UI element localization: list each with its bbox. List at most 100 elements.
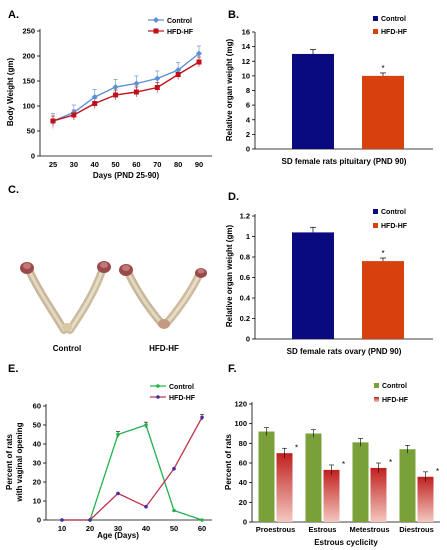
panel-d-y-tick-label: 0.8 — [240, 253, 250, 262]
panel-b-x-label: SD female rats pituitary (PND 90) — [282, 157, 407, 166]
panel-f-hfd-bar — [370, 467, 387, 522]
panel-a-x-tick-label: 50 — [111, 160, 119, 169]
panel-e-hfd-point — [144, 504, 148, 509]
panel-f-hfd-bar — [323, 469, 340, 522]
panel-e-y-tick-label: 10 — [33, 497, 41, 506]
panel-e-control-point — [200, 518, 204, 522]
panel-e-control-point — [144, 423, 148, 427]
panel-a-x-tick-label: 25 — [49, 160, 57, 169]
panel-e-x-tick-label: 20 — [86, 524, 94, 533]
panel-e-y-tick-label: 50 — [33, 421, 41, 430]
panel-a-legend-control-marker — [153, 17, 159, 23]
panel-a-hfd-point — [50, 118, 56, 124]
panel-f-y-tick-label: 80 — [239, 439, 247, 448]
panel-a-hfd-line — [52, 61, 200, 122]
panel-d-y-tick-label: 1.2 — [240, 212, 250, 221]
panel-b-significance-mark: * — [381, 64, 384, 73]
panel-f-y-tick-label: 40 — [239, 478, 247, 487]
panel-b-y-tick-label: 8 — [246, 86, 250, 95]
panel-e-legend: Control HFD-HF — [150, 384, 196, 402]
panel-a-hfd-point — [175, 72, 181, 77]
panel-f-significance-mark: * — [436, 467, 439, 476]
panel-e-control-point — [172, 508, 176, 513]
panel-d-legend-hfd-swatch — [373, 223, 378, 228]
panel-d-control-bar — [292, 232, 334, 339]
panel-d-y-tick-label: 1 — [246, 232, 250, 241]
panel-d-y-label: Relative organ weight (gm) — [225, 225, 234, 328]
panel-f-legend-hfd: HFD-HF — [382, 397, 409, 404]
panel-e-x-tick-label: 50 — [170, 524, 178, 533]
panel-f-control-bar — [258, 431, 275, 522]
panel-f-y-tick-label: 120 — [234, 400, 247, 409]
panel-a-control-line — [52, 52, 200, 122]
panel-d-legend: Control HFD-HF — [373, 209, 408, 230]
panel-f-y-tick-label: 20 — [239, 498, 247, 507]
panel-a-hfd-point — [92, 101, 98, 106]
panel-a-x-label: Days (PND 25-90) — [93, 171, 160, 180]
panel-f-significance-mark: * — [342, 460, 345, 469]
panel-d: D. 0 0.2 0.4 0.6 0.8 1 1.2 * SD female rats ov… — [225, 191, 433, 356]
panel-e-hfd-point — [172, 466, 176, 471]
panel-d-legend-control: Control — [381, 209, 406, 216]
panel-a-control-point — [196, 50, 202, 57]
panel-b-legend-hfd: HFD-HF — [381, 29, 408, 36]
panel-d-y-tick-label: 0.2 — [240, 314, 250, 323]
panel-b-y-label: Relative organ weight (mg) — [225, 39, 234, 142]
panel-e-hfd-point — [116, 491, 120, 496]
panel-a-legend-control: Control — [167, 18, 192, 25]
panel-f-x-tick-label: Proestrous — [256, 525, 296, 534]
panel-e-label: E. — [8, 363, 18, 375]
panel-f-x-tick-label: Estrous — [309, 525, 337, 534]
panel-f-control-bar — [399, 449, 416, 522]
panel-d-y-tick-label: 0.6 — [240, 273, 250, 282]
panel-a-legend: Control HFD-HF — [148, 17, 194, 36]
panel-b: B. 0 2 4 6 8 10 12 14 16 * SD female rats pituit… — [225, 9, 433, 166]
panel-a-x-tick-label: 60 — [132, 160, 140, 169]
svg-text:Percent of rats: Percent of rats — [5, 433, 14, 490]
panel-f-significance-mark: * — [295, 443, 298, 452]
panel-f-significance-mark: * — [389, 458, 392, 467]
panel-f-x-label: Estrous cyclicity — [314, 538, 378, 547]
panel-e-legend-hfd: HFD-HF — [169, 395, 196, 402]
panel-e-x-tick-label: 10 — [58, 524, 66, 533]
panel-a-hfd-point — [71, 112, 77, 118]
panel-e-x-tick-label: 60 — [198, 524, 206, 533]
panel-d-x-label: SD female rats ovary (PND 90) — [287, 347, 402, 356]
panel-a-control-point — [112, 84, 119, 90]
panel-e-hfd-point — [200, 415, 204, 420]
hfd-ovary-tract-image — [119, 264, 207, 329]
panel-f-y-tick-label: 60 — [239, 459, 247, 468]
panel-b-y-tick-label: 2 — [246, 130, 250, 139]
panel-a-y-tick-label: 250 — [22, 27, 35, 36]
panel-a-y-tick-label: 50 — [27, 127, 35, 136]
panel-b-legend: Control HFD-HF — [373, 16, 408, 36]
panel-e-control-point — [116, 432, 120, 437]
panel-a-legend-hfd: HFD-HF — [167, 29, 194, 36]
panel-e-y-tick-label: 20 — [33, 478, 41, 487]
panel-b-y-tick-label: 6 — [246, 101, 250, 110]
panel-f-control-bar — [305, 433, 322, 522]
panel-f-y-label: Percent of rats — [224, 433, 233, 490]
panel-d-y-tick-label: 0 — [246, 335, 250, 344]
panel-b-y-tick-label: 4 — [246, 115, 251, 124]
panel-b-legend-control: Control — [381, 16, 406, 23]
panel-d-hfd-bar — [362, 261, 404, 339]
panel-e-x-tick-label: 40 — [142, 524, 150, 533]
panel-b-y-tick-label: 0 — [246, 145, 250, 154]
panel-f-control-bar — [352, 442, 369, 522]
panel-a-control-point — [154, 75, 161, 82]
panel-a-x-tick-label: 80 — [174, 160, 182, 169]
panel-a-y-tick-label: 150 — [22, 77, 35, 86]
photo-caption-control: Control — [53, 344, 81, 353]
panel-a-hfd-point — [196, 59, 202, 65]
panel-e-y-label: Percent of rats with vaginal opening — [5, 422, 24, 502]
panel-e-y-tick-label: 30 — [33, 459, 41, 468]
panel-a-y-tick-label: 100 — [22, 102, 35, 111]
panel-d-significance-mark: * — [381, 249, 384, 258]
panel-a-legend-hfd-marker — [153, 28, 159, 34]
panel-f-legend-control: Control — [382, 383, 407, 390]
panel-b-hfd-bar — [362, 75, 404, 149]
panel-a-control-point — [175, 67, 182, 73]
panel-b-legend-hfd-swatch — [373, 29, 378, 34]
panel-e-legend-control-marker — [156, 384, 160, 388]
